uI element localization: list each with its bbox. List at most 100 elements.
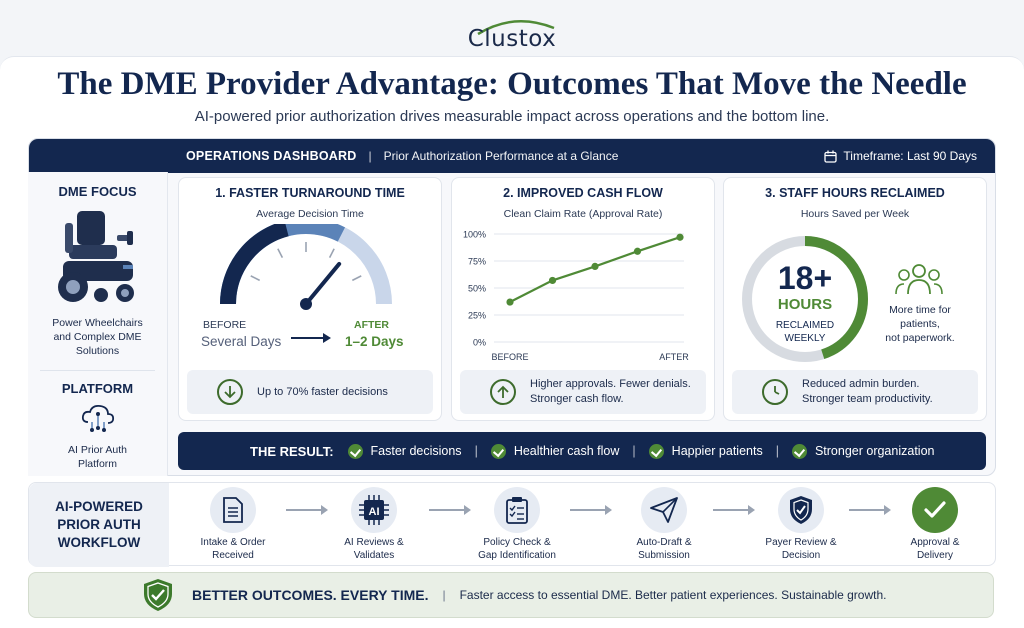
card-turnaround: 1. FASTER TURNAROUND TIME Average Decisi… [178,177,442,421]
clock-icon [762,379,788,405]
x-tick-label: BEFORE [491,352,528,362]
logo-swoosh-icon [477,20,555,36]
step-label-line: Validates [353,550,395,561]
card-footer: Up to 70% faster decisions [187,370,433,414]
footer-text: Reduced admin burden. Stronger team prod… [802,377,933,407]
gauge-ticks [250,242,362,282]
hours-side-text: More time for patients, not paperwork. [874,303,966,345]
calendar-icon [824,150,838,163]
page-subtitle: AI-powered prior authorization drives me… [194,108,830,125]
clipboard-check-icon [494,487,540,533]
workflow-title: AI-POWERED PRIOR AUTH WORKFLOW [29,483,169,567]
gauge-tick [277,248,284,259]
workflow-step: Intake & Order Received [173,487,293,562]
y-tick-label: 50% [468,284,486,294]
platform-line: Platform [77,458,118,470]
step-label-line: Received [212,550,254,561]
workflow-step: Policy Check & Gap Identification [457,487,577,562]
step-label-line: Submission [638,550,690,561]
check-icon [791,443,807,459]
footer-line: Reduced admin burden. [802,378,920,390]
result-item-text: Faster decisions [370,444,462,458]
side-line: More time for [889,304,951,316]
step-label: AI Reviews & Validates [314,536,434,562]
workflow-step: Auto-Draft & Submission [604,487,724,562]
gauge-tick [328,248,335,259]
line-chart: 100% 75% 50% 25% 0% BEFORE AFTER [463,230,689,363]
cloud-network-icon [81,404,114,432]
result-label: THE RESULT: [250,443,334,459]
result-item: Healthier cash flow [490,443,619,459]
footer-line: Stronger cash flow. [530,393,624,405]
before-label: BEFORE [203,319,247,331]
step-label: Policy Check & Gap Identification [457,536,577,562]
wheelchair-icon [57,211,134,302]
dme-focus-line: Power Wheelchairs [52,317,143,329]
dme-focus-heading: DME FOCUS [58,184,137,199]
step-label: Approval & Delivery [875,536,995,562]
step-label-line: Approval & [910,537,960,548]
gauge-tick [351,275,362,282]
dashboard-sublabel: Prior Authorization Performance at a Gla… [383,149,619,163]
result-bar: THE RESULT: Faster decisions | Healthier… [178,432,986,470]
timeframe-text: Timeframe: Last 90 Days [843,149,977,163]
brand-logo: Clustox [0,14,1024,54]
bottom-text: Faster access to essential DME. Better p… [459,588,887,602]
footer-line: Stronger team productivity. [802,393,933,405]
data-point [548,276,557,285]
dashboard-label: OPERATIONS DASHBOARD [186,149,357,163]
gauge-chart [220,224,392,310]
after-value: 1–2 Days [345,334,404,349]
step-label-line: Delivery [916,550,954,561]
bottom-separator: | [442,588,446,602]
paper-plane-icon [641,487,687,533]
step-label: Intake & Order Received [173,536,293,562]
step-label-line: Payer Review & [765,537,837,548]
before-value: Several Days [201,334,282,349]
result-item: Faster decisions [347,443,462,459]
card-cash-flow: 2. IMPROVED CASH FLOW Clean Claim Rate (… [451,177,715,421]
after-label: AFTER [354,319,389,331]
footer-line: Higher approvals. Fewer denials. [530,378,691,390]
side-line: not paperwork. [885,332,955,344]
dme-focus-line: and Complex DME [53,331,142,343]
step-label-line: Auto-Draft & [636,537,692,548]
step-label-line: AI Reviews & [344,537,404,548]
data-point [591,262,599,270]
platform-line: AI Prior Auth [68,444,127,456]
card-staff-hours: 3. STAFF HOURS RECLAIMED Hours Saved per… [723,177,987,421]
card-subtitle: Clean Claim Rate (Approval Rate) [503,208,663,220]
dashboard-header: OPERATIONS DASHBOARD | Prior Authorizati… [29,139,995,173]
dme-focus-text: Power Wheelchairs and Complex DME Soluti… [28,316,167,358]
arrow-down-circle-icon [217,379,243,405]
caption-line: WEEKLY [784,333,826,344]
hours-ring-chart [742,236,868,362]
logo-text: Clustox [467,26,557,52]
people-group-icon [895,264,943,295]
gauge-hub [300,298,312,310]
caption-line: RECLAIMED [775,320,835,331]
step-label-line: Policy Check & [483,537,551,548]
step-label-line: Gap Identification [478,550,556,561]
card-subtitle: Average Decision Time [256,208,364,220]
workflow-arrow [849,505,891,515]
card-title: 1. FASTER TURNAROUND TIME [215,186,405,200]
workflow-title-line: WORKFLOW [57,535,141,550]
side-line: patients, [900,318,940,330]
bottom-title: BETTER OUTCOMES. EVERY TIME. [192,587,429,603]
shield-check-icon [778,487,824,533]
workflow-arrow [570,505,612,515]
y-tick-label: 75% [468,257,486,267]
step-label: Payer Review & Decision [741,536,861,562]
check-icon [347,443,363,459]
svg-text:AI: AI [369,506,380,518]
result-separator: | [474,444,478,458]
bottom-banner: BETTER OUTCOMES. EVERY TIME. | Faster ac… [28,572,994,618]
workflow-step: Payer Review & Decision [741,487,861,562]
workflow-arrow [713,505,755,515]
y-tick-label: 0% [473,338,486,348]
result-separator: | [632,444,636,458]
gauge-tick [250,275,261,282]
hours-caption: RECLAIMED WEEKLY [739,319,871,345]
workflow-step: AI AI Reviews & Validates [314,487,434,562]
